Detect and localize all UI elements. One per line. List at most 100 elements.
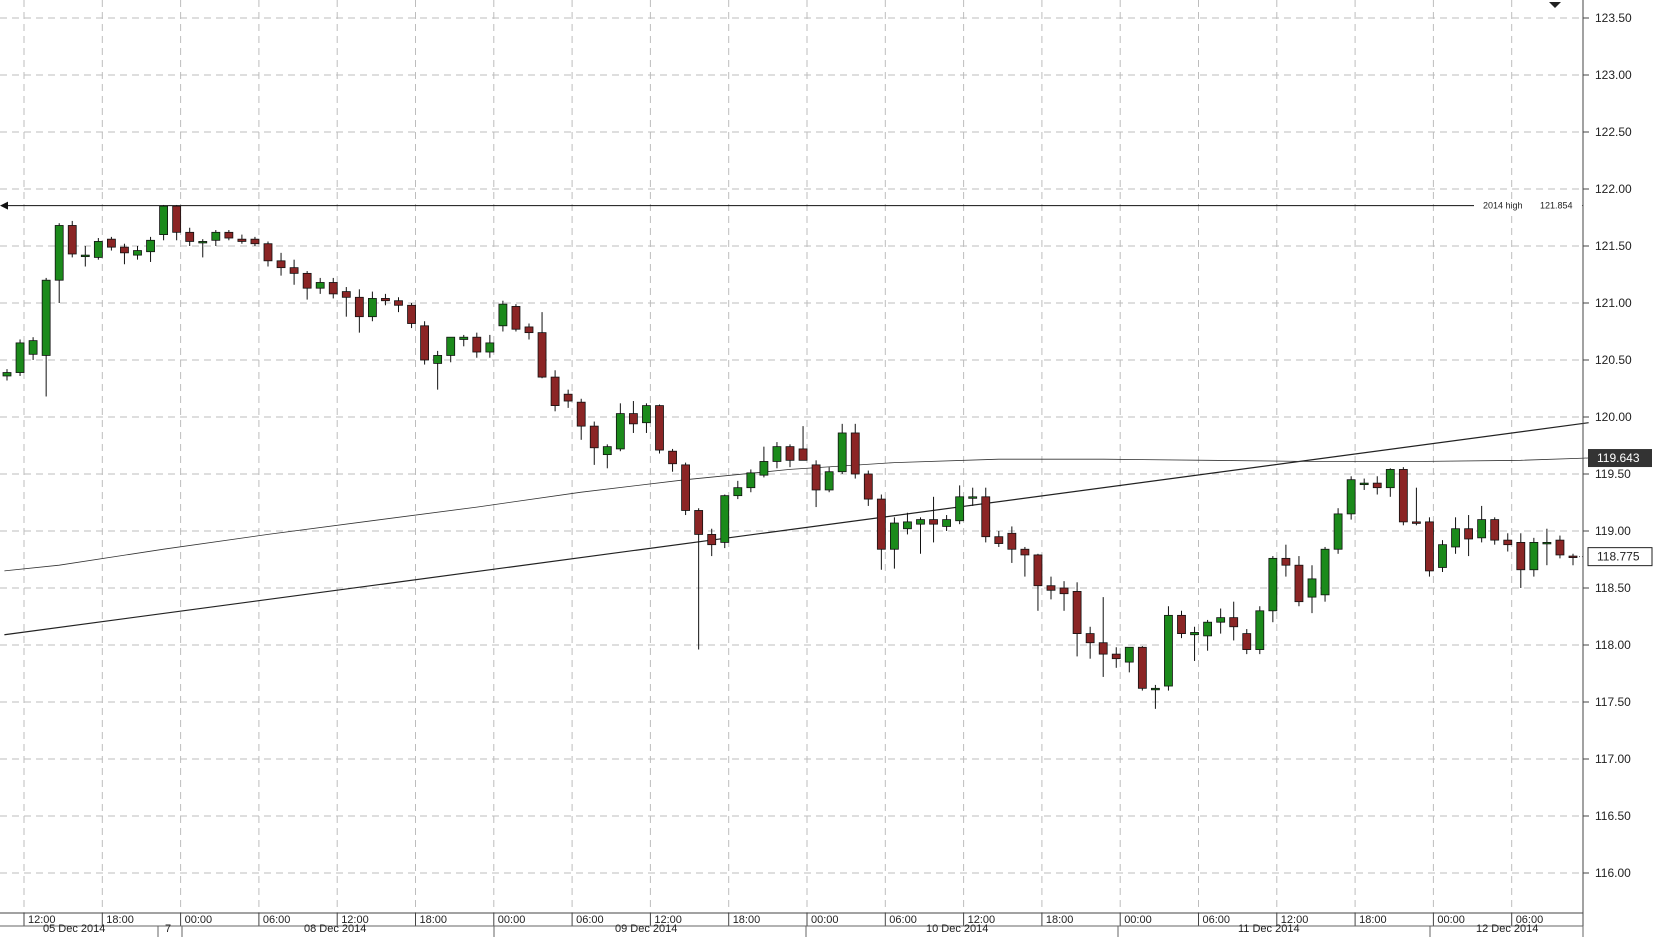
candle-body-down	[629, 413, 638, 425]
candle-body-down	[550, 376, 560, 407]
candle	[602, 444, 612, 469]
candle	[615, 403, 625, 452]
candle	[537, 312, 547, 379]
date-label: 7	[165, 923, 171, 935]
candle-body-down	[1177, 614, 1186, 634]
candle-body-down	[811, 464, 821, 491]
candle	[394, 297, 403, 313]
candle	[1425, 517, 1434, 577]
candle	[668, 448, 677, 472]
candle	[981, 487, 991, 543]
y-tick-label: 119.00	[1595, 524, 1631, 538]
candle-body-down	[511, 306, 521, 330]
candle	[1151, 684, 1160, 709]
candle-body-up	[1320, 548, 1330, 596]
candle	[1098, 597, 1108, 677]
candle-body-up	[1451, 528, 1460, 548]
candle	[1542, 528, 1552, 566]
candle-body-down	[681, 464, 690, 511]
candle	[472, 332, 482, 358]
candle	[1464, 515, 1473, 557]
x-tick-label: 18:00	[1359, 914, 1387, 926]
candle	[589, 421, 599, 465]
x-tick-label: 06:00	[1203, 914, 1231, 926]
candle	[15, 339, 25, 376]
candle-body-down	[185, 231, 195, 242]
candle	[1007, 526, 1017, 563]
candle	[772, 442, 782, 469]
y-tick-label: 121.50	[1595, 239, 1632, 253]
candle	[420, 321, 430, 365]
candle-body-down	[785, 446, 795, 461]
candle-body-down	[1281, 557, 1291, 566]
candle-body-down	[1059, 587, 1069, 595]
corner-menu-icon	[1549, 2, 1561, 8]
moving-average-line	[4, 457, 1589, 572]
candle-body-down	[876, 498, 886, 550]
candle-body-up	[1385, 469, 1395, 489]
candle-body-down	[1294, 564, 1304, 603]
candle	[1085, 626, 1095, 659]
candle-body-up	[41, 279, 51, 356]
candle	[1255, 606, 1265, 655]
candle-body-up	[903, 521, 912, 530]
ma-value-tag	[1588, 449, 1652, 468]
candle	[1216, 608, 1226, 634]
candle-body-down	[302, 272, 312, 289]
candle-body-down	[563, 393, 573, 402]
candle-body-up	[146, 239, 155, 253]
candle	[968, 487, 978, 506]
candle-body-up	[1477, 519, 1487, 539]
candle	[146, 236, 155, 262]
candle-body-down	[1425, 521, 1434, 572]
candle	[1268, 556, 1278, 623]
x-tick-label: 12:00	[341, 914, 369, 926]
candle	[733, 480, 743, 500]
candle-body-up	[1346, 479, 1356, 515]
candle-body-up	[1190, 632, 1199, 636]
candle	[746, 469, 756, 493]
candle	[381, 293, 390, 306]
y-tick-label: 118.50	[1595, 581, 1631, 595]
candle	[2, 369, 12, 381]
candle	[354, 289, 364, 333]
candle	[824, 467, 834, 493]
candle-body-down	[798, 448, 808, 461]
candle	[485, 334, 495, 358]
candle-body-down	[250, 238, 260, 245]
date-label: 10 Dec 2014	[926, 923, 988, 935]
y-tick-label: 117.00	[1595, 752, 1631, 766]
candle	[563, 389, 573, 408]
candle-body-up	[198, 241, 208, 244]
candle-body-down	[276, 260, 286, 269]
candle-body-up	[1529, 542, 1539, 571]
candle-body-down	[1555, 539, 1565, 556]
candle-body-down	[1242, 633, 1252, 650]
y-tick-label: 116.50	[1595, 809, 1631, 823]
candle-body-up	[315, 282, 325, 289]
candle-body-up	[733, 487, 743, 497]
candle-body-down	[1372, 482, 1382, 489]
candle-body-up	[955, 496, 965, 522]
candle-body-up	[642, 405, 651, 424]
x-tick-label: 18:00	[106, 914, 134, 926]
candle	[185, 227, 195, 246]
candle-body-up	[211, 231, 221, 241]
x-tick-label: 18:00	[1046, 914, 1074, 926]
candle	[198, 239, 208, 258]
y-tick-label: 120.50	[1595, 353, 1632, 367]
y-tick-label: 116.00	[1595, 866, 1631, 880]
date-label: 11 Dec 2014	[1238, 923, 1300, 935]
candle	[1124, 646, 1134, 673]
candle-body-down	[1085, 633, 1095, 644]
candle-body-up	[80, 254, 90, 258]
candle	[341, 287, 351, 317]
candle-body-up	[159, 205, 169, 236]
candle	[289, 259, 299, 285]
candle	[550, 370, 560, 412]
x-tick-label: 12:00	[968, 914, 996, 926]
candle	[498, 300, 508, 332]
y-tick-label: 123.50	[1595, 11, 1632, 25]
